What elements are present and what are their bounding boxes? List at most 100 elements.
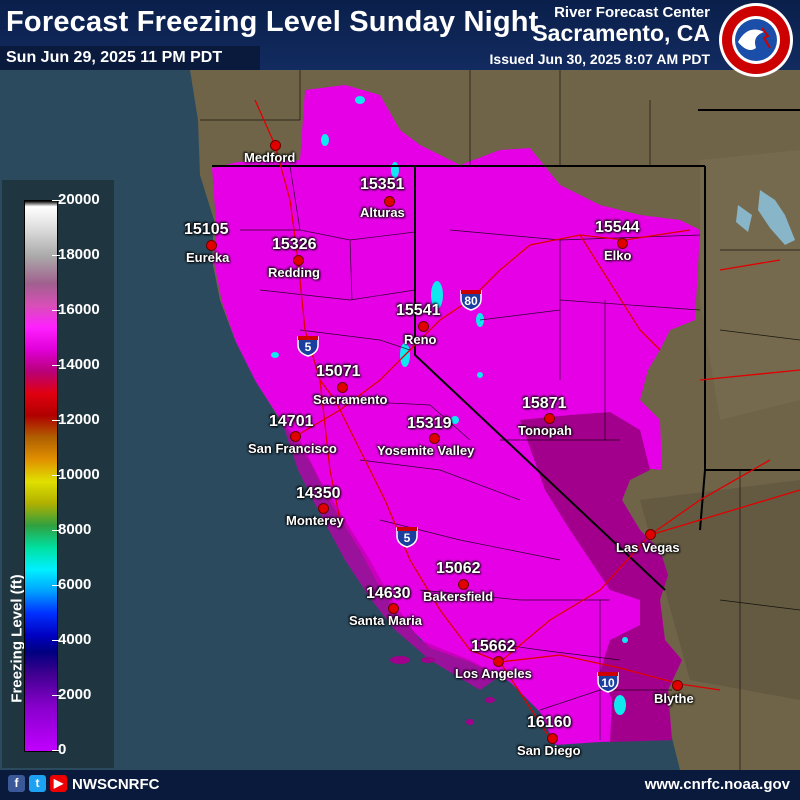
youtube-icon[interactable]: ▶ — [50, 775, 67, 792]
freezing-value-bakersfield: 15062 — [436, 560, 481, 577]
lakes — [271, 96, 628, 715]
freezing-value-tonopah: 15871 — [522, 395, 567, 412]
freezing-field-coastal — [282, 422, 500, 690]
legend-title: Freezing Level (ft) — [8, 574, 26, 703]
freezing-value-san-francisco: 14701 — [269, 413, 314, 430]
freezing-value-santa-maria: 14630 — [366, 585, 411, 602]
city-dot-sacramento — [337, 382, 348, 393]
freezing-value-redding: 15326 — [272, 236, 317, 253]
city-dot-los-angeles — [493, 656, 504, 667]
state-borders — [212, 109, 800, 591]
legend-color-bar — [24, 200, 58, 752]
legend-tick-label: 14000 — [58, 356, 100, 373]
org-name: River Forecast Center — [554, 4, 710, 21]
legend-tick-mark — [52, 475, 60, 476]
legend-tick-mark — [52, 255, 60, 256]
legend-tick-mark — [52, 585, 60, 586]
legend-tick-mark — [52, 420, 60, 421]
city-dot-las-vegas — [645, 529, 656, 540]
city-label-santa-maria: Santa Maria — [349, 613, 422, 628]
freezing-value-eureka: 15105 — [184, 221, 229, 238]
interstate-80-shield: 80 — [459, 287, 483, 311]
legend-tick-mark — [52, 200, 60, 201]
city-dot-san-francisco — [290, 431, 301, 442]
city-dot-bakersfield — [458, 579, 469, 590]
city-dot-redding — [293, 255, 304, 266]
city-dot-monterey — [318, 503, 329, 514]
website-link[interactable]: www.cnrfc.noaa.gov — [644, 776, 790, 793]
legend-tick-mark — [52, 365, 60, 366]
legend-tick-label: 0 — [58, 741, 67, 758]
freezing-value-alturas: 15351 — [360, 176, 405, 193]
salt-lakes — [736, 190, 795, 245]
freezing-field — [212, 85, 700, 745]
city-dot-alturas — [384, 196, 395, 207]
city-label-bakersfield: Bakersfield — [423, 589, 494, 604]
city-label-medford: Medford — [244, 150, 296, 165]
city-dot-medford — [270, 140, 281, 151]
header-bar: Forecast Freezing Level Sunday Night Sun… — [0, 0, 800, 70]
channel-islands — [390, 656, 495, 725]
city-label-tonopah: Tonopah — [518, 423, 572, 438]
city-dot-eureka — [206, 240, 217, 251]
legend-tick-label: 4000 — [58, 631, 92, 648]
footer-bar: f t ▶ NWSCNRFC www.cnrfc.noaa.gov — [0, 770, 800, 800]
issued-time: Issued Jun 30, 2025 8:07 AM PDT — [489, 51, 710, 67]
highways — [254, 99, 800, 739]
city-label-yosemite-valley: Yosemite Valley — [377, 443, 475, 458]
city-label-alturas: Alturas — [360, 205, 405, 220]
legend-tick-label: 20000 — [58, 191, 100, 208]
interstate-10-shield: 10 — [596, 669, 620, 693]
valid-time: Sun Jun 29, 2025 11 PM PDT — [0, 46, 260, 70]
legend-tick-label: 12000 — [58, 411, 100, 428]
city-label-las-vegas: Las Vegas — [616, 540, 680, 555]
city-dot-santa-maria — [388, 603, 399, 614]
social-handle[interactable]: NWSCNRFC — [72, 776, 160, 793]
legend-tick-mark — [52, 310, 60, 311]
city-dot-reno — [418, 321, 429, 332]
legend-tick-mark — [52, 640, 60, 641]
city-label-sacramento: Sacramento — [313, 392, 388, 407]
freezing-field-high — [520, 412, 682, 742]
legend-tick-label: 18000 — [58, 246, 100, 263]
legend-tick-label: 8000 — [58, 521, 92, 538]
county-lines — [200, 70, 800, 770]
city-label-san-diego: San Diego — [517, 743, 581, 758]
city-label-san-francisco: San Francisco — [248, 441, 337, 456]
twitter-icon[interactable]: t — [29, 775, 46, 792]
interstate-5-north-shield: 5 — [296, 333, 320, 357]
legend-tick-mark — [52, 750, 60, 751]
city-label-blythe: Blythe — [654, 691, 694, 706]
legend-tick-mark — [52, 695, 60, 696]
city-dot-blythe — [672, 680, 683, 691]
city-label-redding: Redding — [268, 265, 320, 280]
freezing-value-elko: 15544 — [595, 219, 640, 236]
nws-logo[interactable] — [718, 2, 794, 78]
city-label-reno: Reno — [404, 332, 437, 347]
city-label-elko: Elko — [604, 248, 632, 263]
city-dot-tonopah — [544, 413, 555, 424]
legend-tick-mark — [52, 530, 60, 531]
interstate-5-south-shield: 5 — [395, 524, 419, 548]
page-title: Forecast Freezing Level Sunday Night — [6, 6, 539, 38]
legend-tick-label: 6000 — [58, 576, 92, 593]
freezing-value-los-angeles: 15662 — [471, 638, 516, 655]
land-texture — [700, 150, 800, 420]
facebook-icon[interactable]: f — [8, 775, 25, 792]
freezing-value-reno: 15541 — [396, 302, 441, 319]
city-label-los-angeles: Los Angeles — [455, 666, 532, 681]
freezing-value-yosemite-valley: 15319 — [407, 415, 452, 432]
city-label-eureka: Eureka — [186, 250, 230, 265]
legend-tick-label: 16000 — [58, 301, 100, 318]
land-texture-2 — [640, 480, 800, 700]
city-dot-yosemite-valley — [429, 433, 440, 444]
office-name: Sacramento, CA — [532, 20, 710, 46]
freezing-value-monterey: 14350 — [296, 485, 341, 502]
legend-tick-label: 2000 — [58, 686, 92, 703]
legend-tick-label: 10000 — [58, 466, 100, 483]
city-label-monterey: Monterey — [286, 513, 344, 528]
city-dot-elko — [617, 238, 628, 249]
city-dot-san-diego — [547, 733, 558, 744]
